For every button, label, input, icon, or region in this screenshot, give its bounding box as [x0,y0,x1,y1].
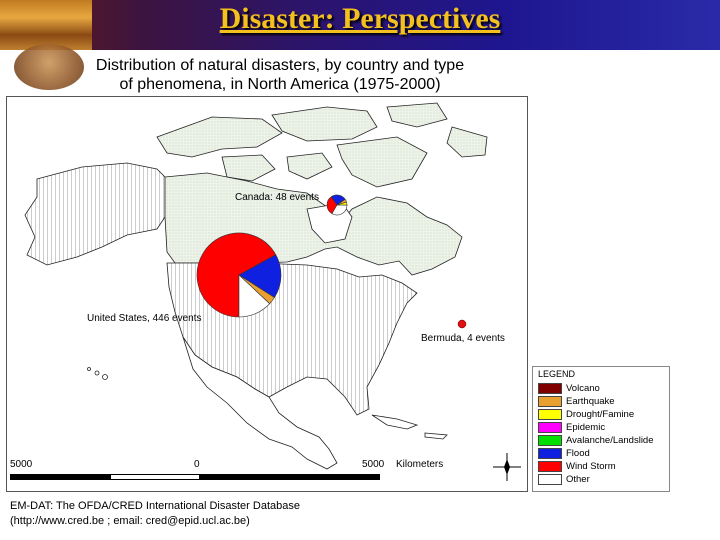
legend-swatch [538,447,562,459]
pie-bermuda [457,319,467,329]
legend-label: Earthquake [566,395,615,407]
source-contact: (http://www.cred.be ; email: cred@epid.u… [10,515,250,527]
legend-item-epidemic: Epidemic [538,421,605,433]
label-bermuda: Bermuda, 4 events [421,333,505,344]
title-bar: Disaster: Perspectives [0,0,720,50]
north-arrow-icon [493,453,521,481]
scale-label-right: 5000 [362,459,385,470]
source-credit: EM-DAT: The OFDA/CRED International Disa… [10,500,300,512]
pie-united-states [196,232,282,318]
legend-label: Flood [566,447,590,459]
map-title-line1: Distribution of natural disasters, by co… [95,57,465,74]
legend-title: LEGEND [538,369,576,379]
decorative-emblem [14,44,84,90]
legend-swatch [538,382,562,394]
caribbean-islands [371,414,448,440]
pie-slice-wind-storm [196,232,277,318]
scale-label-left: 5000 [10,459,33,470]
legend-label: Volcano [566,382,600,394]
legend: LEGEND Volcano Earthquake Drought/Famine… [532,366,670,492]
scale-unit: Kilometers [396,459,444,470]
scale-segment-1 [10,474,110,480]
legend-item-volcano: Volcano [538,382,600,394]
pie-slice-other [238,274,271,318]
legend-swatch [538,408,562,420]
legend-label: Wind Storm [566,460,616,472]
legend-item-wind-storm: Wind Storm [538,460,616,472]
scale-label-mid: 0 [194,459,200,470]
alaska-region [24,162,166,266]
hawaii-islands [87,367,108,380]
legend-swatch [538,473,562,485]
legend-label: Other [566,473,590,485]
legend-swatch [538,434,562,446]
decorative-strip [0,0,92,50]
map-frame: Canada: 48 events United States, 446 eve… [6,96,528,492]
map-title: Distribution of natural disasters, by co… [40,56,520,94]
legend-item-earthquake: Earthquake [538,395,615,407]
legend-swatch [538,395,562,407]
legend-item-avalanche: Avalanche/Landslide [538,434,654,446]
scale-segment-2 [110,474,200,480]
label-united-states: United States, 446 events [87,313,202,324]
scale-bar: 5000 0 5000 Kilometers [6,456,526,490]
legend-label: Drought/Famine [566,408,635,420]
pie-slice-flood [238,254,282,298]
legend-item-drought: Drought/Famine [538,408,634,420]
legend-label: Avalanche/Landslide [566,434,654,446]
legend-swatch [538,421,562,433]
legend-label: Epidemic [566,421,606,433]
label-canada: Canada: 48 events [235,192,319,203]
pie-canada [326,194,348,216]
pie-slice-other [331,204,348,216]
scale-segment-3 [200,474,380,480]
arctic-islands [156,102,488,188]
mexico-region [182,336,338,470]
legend-item-other: Other [538,473,590,485]
north-america-map: Canada: 48 events United States, 446 eve… [24,102,521,481]
legend-swatch [538,460,562,472]
legend-item-flood: Flood [538,447,590,459]
slide-title: Disaster: Perspectives [219,2,501,35]
map-title-line2: of phenomena, in North America (1975-200… [119,76,441,93]
